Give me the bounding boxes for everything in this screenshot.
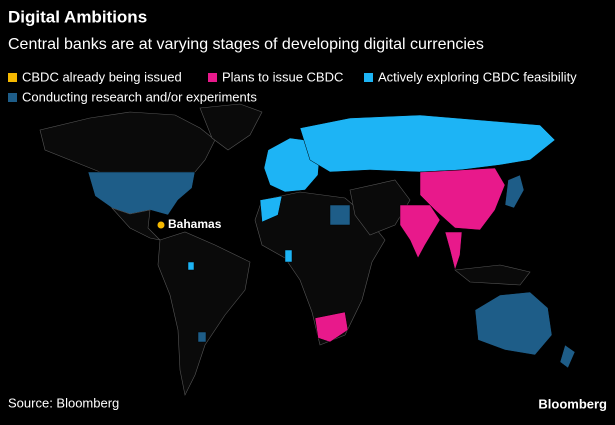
china — [419, 167, 506, 231]
guiana — [187, 261, 195, 271]
canada — [39, 111, 216, 173]
source: Source: Bloomberg — [8, 395, 119, 410]
indonesia — [454, 264, 531, 286]
africa — [254, 191, 386, 346]
legend-swatch — [8, 73, 17, 82]
india — [399, 204, 441, 259]
south-africa — [314, 311, 349, 343]
ghana — [284, 249, 293, 263]
australia — [474, 291, 553, 356]
legend-label: Plans to issue CBDC — [222, 69, 343, 84]
europe — [263, 137, 321, 193]
brand: Bloomberg — [538, 396, 607, 411]
russia — [299, 114, 556, 173]
new-zealand — [559, 344, 576, 369]
world-map — [39, 103, 576, 396]
legend-label: CBDC already being issued — [22, 69, 182, 84]
japan — [504, 174, 525, 209]
legend-swatch — [208, 73, 217, 82]
legend-label: Actively exploring CBDC feasibility — [378, 69, 577, 84]
greenland — [199, 103, 263, 151]
egypt — [329, 204, 351, 226]
legend-swatch — [364, 73, 373, 82]
legend-swatch — [8, 93, 17, 102]
uruguay — [197, 331, 207, 343]
legend: CBDC already being issued Plans to issue… — [8, 69, 577, 104]
legend-label: Conducting research and/or experiments — [22, 89, 257, 104]
south-america — [157, 231, 251, 396]
thailand — [444, 231, 463, 271]
title: Digital Ambitions — [8, 7, 147, 26]
morocco — [259, 195, 283, 223]
bahamas-marker — [157, 221, 165, 229]
mexico — [111, 207, 161, 241]
united-states — [87, 171, 196, 216]
middle-east — [349, 179, 411, 236]
annotation-label: Bahamas — [168, 217, 222, 231]
subtitle: Central banks are at varying stages of d… — [8, 36, 484, 53]
